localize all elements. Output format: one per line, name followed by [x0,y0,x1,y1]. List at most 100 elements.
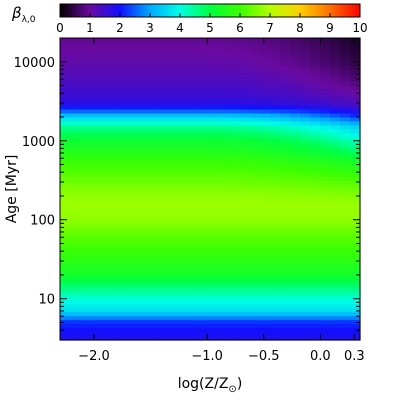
heatmap-cell [170,161,181,166]
heatmap-cell [300,204,311,210]
heatmap-cells [60,38,361,341]
heatmap-cell [150,216,161,222]
heatmap-cell [190,204,201,210]
heatmap-cell [80,304,91,309]
heatmap-cell [70,181,81,186]
heatmap-cell [90,101,101,107]
heatmap-cell [160,332,171,337]
heatmap-cell [310,256,321,262]
heatmap-cell [320,113,331,119]
heatmap-cell [80,292,91,297]
heatmap-cell [130,244,141,250]
heatmap-cell [280,109,291,115]
heatmap-cell [230,316,241,321]
heatmap-cell [320,177,331,182]
heatmap-cell [140,57,151,63]
heatmap-cell [290,133,301,138]
heatmap-cell [290,284,301,289]
heatmap-cell [190,208,201,214]
heatmap-cell [230,240,241,246]
heatmap-cell [350,137,361,142]
heatmap-cell [160,45,171,51]
heatmap-cell [190,85,201,91]
heatmap-cell [190,232,201,238]
heatmap-cell [170,185,181,190]
heatmap-cell [210,38,221,43]
heatmap-cell [260,73,271,79]
heatmap-cell [190,57,201,63]
heatmap-cell [300,280,311,285]
heatmap-cell [220,81,231,87]
heatmap-cell [280,260,291,266]
heatmap-cell [310,336,321,341]
heatmap-cell [200,145,211,150]
heatmap-cell [100,89,111,95]
heatmap-cell [250,177,261,182]
heatmap-cell [200,256,211,262]
heatmap-cell [310,125,321,130]
heatmap-cell [110,320,121,325]
heatmap-cell [230,57,241,63]
heatmap-cell [60,316,71,321]
heatmap-cell [270,125,281,130]
heatmap-cell [110,169,121,174]
heatmap-cell [150,212,161,218]
heatmap-cell [350,69,361,75]
heatmap-cell [260,204,271,210]
heatmap-cell [210,45,221,51]
heatmap-cell [130,256,141,262]
heatmap-cell [350,276,361,281]
heatmap-cell [290,105,301,111]
heatmap-cell [210,200,221,206]
heatmap-cell [180,49,191,55]
heatmap-cell [230,73,241,79]
heatmap-cell [200,292,211,297]
heatmap-cell [130,145,141,150]
heatmap-cell [350,177,361,182]
heatmap-cell [180,185,191,190]
heatmap-cell [110,280,121,285]
heatmap-cell [140,248,151,254]
heatmap-cell [80,169,91,174]
heatmap-cell [170,300,181,305]
heatmap-cell [220,240,231,246]
heatmap-cell [300,288,311,293]
heatmap-cell [120,117,131,123]
heatmap-cell [100,232,111,238]
heatmap-cell [320,212,331,218]
heatmap-cell [100,220,111,226]
heatmap-cell [250,61,261,67]
heatmap-cell [280,129,291,134]
heatmap-cell [130,53,141,59]
x-axis-tick-label: 0.0 [310,349,331,364]
heatmap-cell [200,248,211,254]
heatmap-cell [70,185,81,190]
heatmap-cell [230,216,241,222]
heatmap-cell [260,173,271,178]
heatmap-cell [310,272,321,278]
heatmap-cell [100,105,111,111]
heatmap-cell [170,208,181,214]
heatmap-cell [120,129,131,134]
heatmap-cell [200,153,211,158]
heatmap-cell [270,288,281,293]
heatmap-cell [270,240,281,246]
heatmap-cell [160,53,171,59]
heatmap-cell [160,192,171,198]
heatmap-cell [110,212,121,218]
heatmap-cell [230,264,241,270]
heatmap-cell [350,332,361,337]
heatmap-cell [260,109,271,115]
heatmap-cell [250,165,261,170]
heatmap-cell [110,181,121,186]
heatmap-cell [230,268,241,274]
colorbar-tick-label: 8 [296,21,304,35]
heatmap-cell [320,240,331,246]
heatmap-cell [210,73,221,79]
heatmap-cell [60,69,71,75]
heatmap-cell [230,97,241,103]
heatmap-cell [170,332,181,337]
heatmap-cell [340,145,351,150]
heatmap-cell [90,177,101,182]
heatmap-cell [170,145,181,150]
